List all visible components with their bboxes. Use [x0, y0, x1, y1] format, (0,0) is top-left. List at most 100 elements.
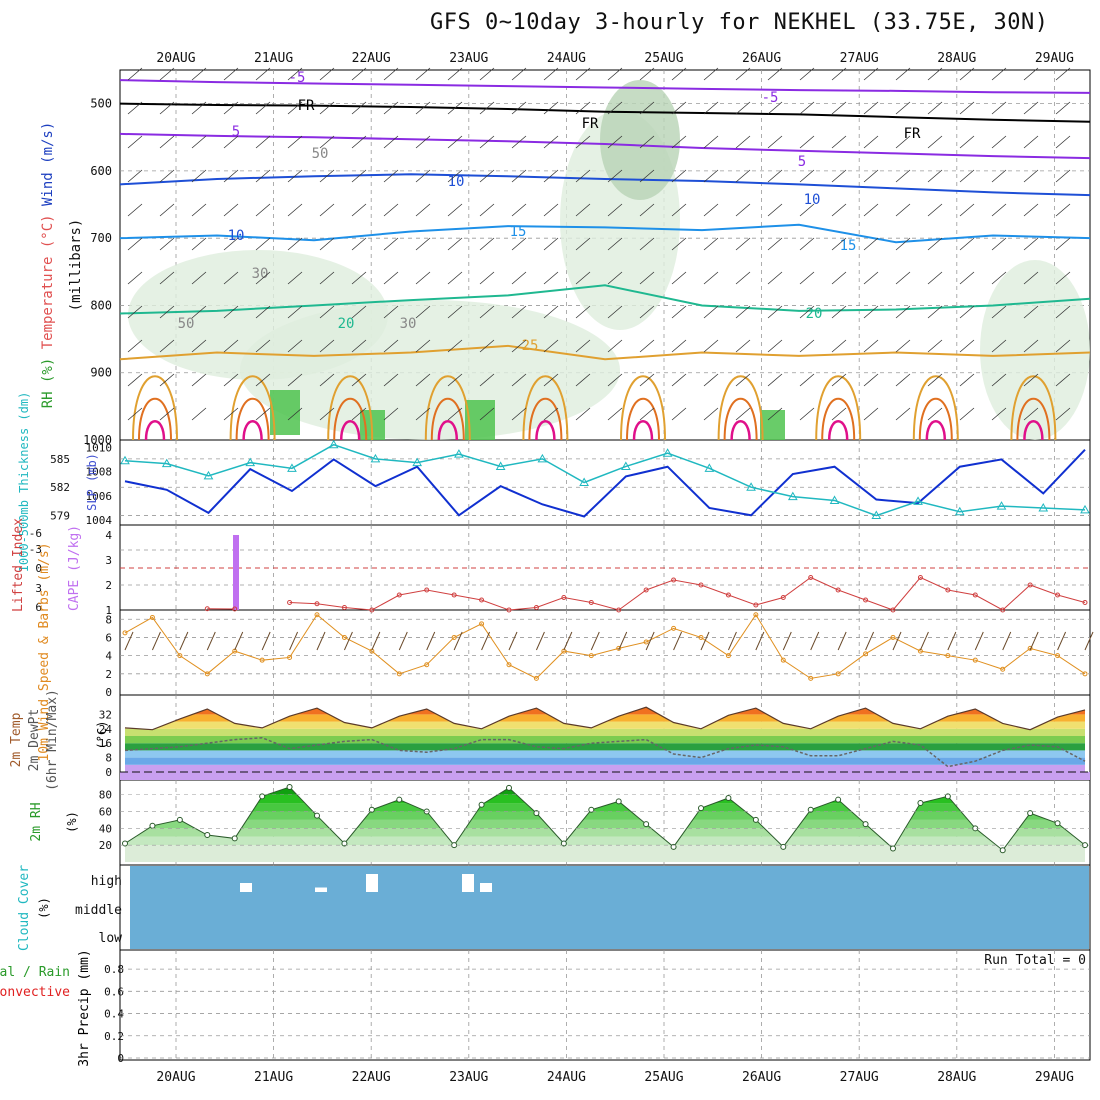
- run-total: Run Total = 0: [984, 953, 1086, 968]
- cape-point: [917, 575, 923, 580]
- temp-tick: 8: [105, 752, 112, 765]
- wind-barb: [255, 271, 271, 285]
- wind-barb: [1055, 67, 1071, 81]
- wind-barb-10m: [261, 631, 271, 651]
- wind-barb: [383, 203, 399, 217]
- boundary-temp-30: [1016, 397, 1051, 441]
- wind-speed-point: [643, 639, 649, 645]
- upper-air-ylabel2: (millibars): [68, 219, 84, 312]
- rh-point: [396, 796, 403, 803]
- wind-barb-10m: [947, 631, 957, 651]
- temp-tick: 16: [99, 737, 112, 750]
- wind-barb: [767, 169, 783, 183]
- wind-barb: [511, 271, 527, 285]
- wind-barb-10m: [673, 631, 683, 651]
- wind-barb-10m: [535, 631, 545, 651]
- wind-barb: [127, 271, 143, 285]
- boundary-temp-35: [827, 420, 849, 441]
- date-label-top: 20AUG: [156, 51, 195, 66]
- wind-barb: [671, 203, 687, 217]
- wind-barb: [287, 135, 303, 149]
- rh-point: [122, 840, 128, 847]
- precip-tick: 0: [117, 1052, 124, 1065]
- wind-barb: [607, 305, 623, 319]
- wind-speed-point: [835, 671, 841, 677]
- wind-barb: [1023, 203, 1039, 217]
- isotherm-label: 30: [252, 266, 269, 282]
- wind-barb: [575, 203, 591, 217]
- wind-barb: [1023, 67, 1039, 81]
- temp-band-below-zero: [120, 772, 1090, 780]
- date-label-bottom: 27AUG: [840, 1070, 879, 1085]
- wind-barb-10m: [645, 631, 655, 651]
- boundary-temp-35: [1023, 420, 1044, 441]
- wind-barb: [1023, 237, 1039, 251]
- rh-shading: [600, 80, 680, 200]
- wind-barb: [223, 305, 239, 319]
- boundary-temp-30: [723, 397, 758, 441]
- wind-barb: [415, 135, 431, 149]
- temp-tick: 0: [105, 766, 112, 779]
- wind-barb: [1023, 135, 1039, 149]
- wind-barb: [575, 407, 591, 421]
- wind-barb: [703, 237, 719, 251]
- wind-speed-point: [890, 634, 896, 640]
- date-label-bottom: 21AUG: [254, 1070, 293, 1085]
- wind-barb: [351, 135, 367, 149]
- wind-barb: [735, 203, 751, 217]
- wind-barb: [607, 407, 623, 421]
- thickness-point: [287, 463, 297, 472]
- wind-barb: [479, 237, 495, 251]
- wind-barb: [287, 203, 303, 217]
- wind-barb: [127, 169, 143, 183]
- date-label-bottom: 20AUG: [156, 1070, 195, 1085]
- rh-band-group: [125, 787, 1085, 862]
- wind-barb: [639, 203, 655, 217]
- wind-barb: [511, 67, 527, 81]
- rh-point: [204, 832, 211, 839]
- rh-point: [698, 805, 704, 812]
- wind-barb: [991, 339, 1007, 353]
- boundary-temp-35: [925, 420, 947, 441]
- wind-barb: [223, 407, 239, 421]
- wind-barb: [319, 135, 335, 149]
- wind-speed-point: [533, 675, 539, 681]
- cape-point: [863, 597, 869, 603]
- wind-speed-point: [341, 634, 347, 640]
- wind-barb: [703, 67, 719, 81]
- wind-barb: [799, 237, 815, 251]
- boundary-temp-30: [528, 397, 563, 441]
- wind-barb: [447, 305, 463, 319]
- isotherm-label: -5: [289, 70, 306, 86]
- wind-barb-10m: [179, 631, 189, 651]
- date-label-bottom: 23AUG: [449, 1070, 488, 1085]
- wind-barb: [543, 135, 559, 149]
- wind-barb: [703, 407, 719, 421]
- wind-speed-point: [424, 662, 430, 668]
- boundary-temp-35: [437, 420, 459, 441]
- isotherm-25: [119, 344, 1091, 361]
- wind-barb: [735, 305, 751, 319]
- thickness-point: [245, 457, 256, 467]
- rh-ylabel: 2m RH: [29, 802, 44, 841]
- wind-barb: [319, 67, 335, 81]
- wind-barb: [255, 203, 271, 217]
- pressure-tick-label: 900: [90, 366, 112, 380]
- wind-speed-point: [506, 662, 512, 668]
- isotherm-label: 20: [806, 306, 823, 322]
- wind-barb: [543, 373, 559, 387]
- isotherm-15: [119, 223, 1091, 244]
- boundary-temp-25: [717, 375, 764, 441]
- boundary-temp-35: [144, 420, 166, 441]
- wind-barb: [287, 237, 303, 251]
- wind-barb: [607, 67, 623, 81]
- wind-speed-point: [177, 653, 183, 659]
- wind-barb: [735, 101, 751, 115]
- wind-barb: [575, 237, 591, 251]
- wind-barb: [351, 305, 367, 319]
- isotherm-label: 25: [522, 338, 539, 354]
- wind-barb: [863, 237, 879, 251]
- wind-barb: [511, 305, 527, 319]
- wind-barb: [351, 407, 367, 421]
- rh-unit: (%): [65, 811, 79, 833]
